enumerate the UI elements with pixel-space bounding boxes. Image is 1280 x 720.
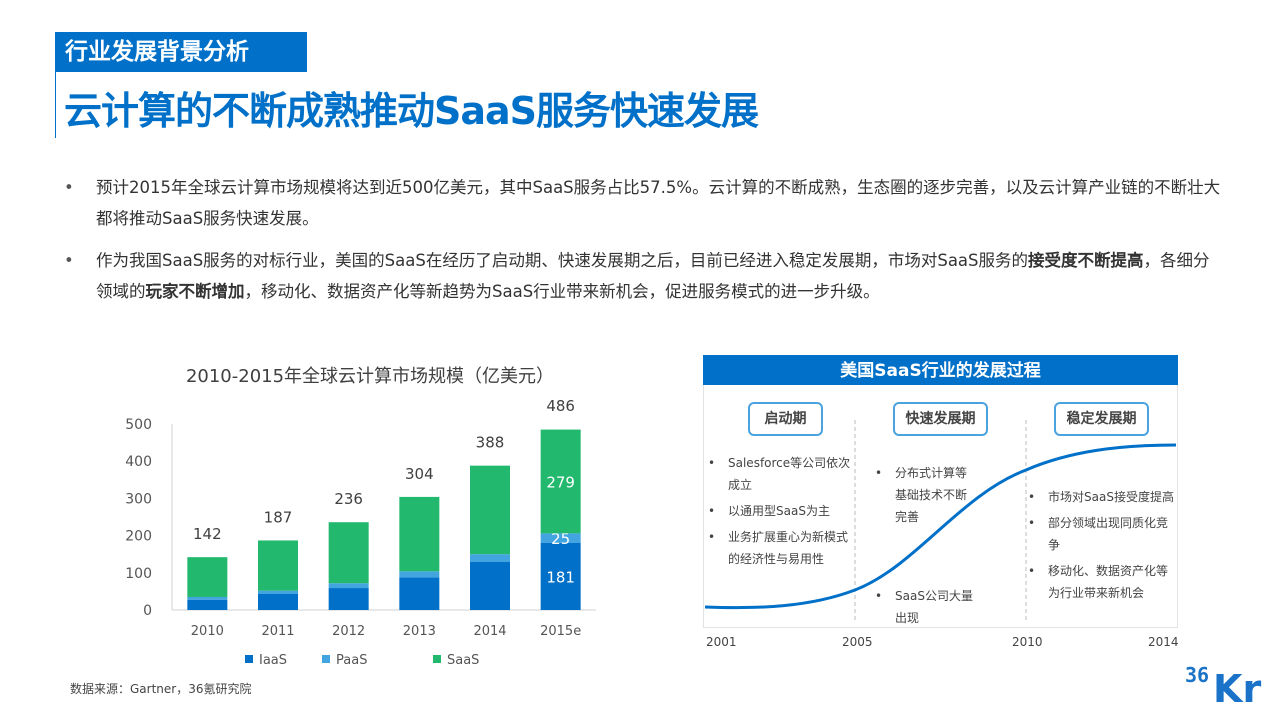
bold-text: 玩家不断增加 (145, 282, 245, 301)
total-label: 236 (334, 490, 363, 508)
process-title: 美国SaaS行业的发展过程 (703, 355, 1178, 385)
legend-swatch (322, 655, 330, 663)
phase-startup: 启动期 (748, 402, 823, 436)
y-tick-label: 100 (125, 566, 152, 582)
title-divider (55, 72, 56, 138)
bar-paas (187, 596, 228, 600)
point: 移动化、数据资产化等为行业带来新机会 (1026, 560, 1176, 604)
text: ，各细分领域的 (96, 251, 1210, 301)
page-title: 云计算的不断成熟推动SaaS服务快速发展 (64, 89, 759, 133)
svg-text:36: 36 (1185, 663, 1209, 687)
bar-iaas (187, 599, 228, 610)
y-tick-label: 400 (125, 454, 152, 470)
y-tick-label: 0 (143, 603, 152, 619)
total-label: 142 (193, 525, 222, 543)
x-tick-label: 2014 (473, 624, 506, 639)
section-tag: 行业发展背景分析 (55, 32, 307, 72)
y-tick-label: 500 (125, 417, 152, 433)
phase-points: 市场对SaaS接受度提高 部分领域出现同质化竞争 移动化、数据资产化等为行业带来… (1026, 486, 1176, 608)
bar-paas (540, 533, 581, 543)
legend-label: PaaS (336, 653, 367, 668)
bullet-list: 预计2015年全球云计算市场规模将达到近500亿美元，其中SaaS服务占比57.… (64, 172, 1224, 318)
phase-points: Salesforce等公司依次成立 以通用型SaaS为主 业务扩展重心为新模式的… (706, 452, 856, 574)
segment-label: 279 (546, 473, 575, 491)
legend-label: SaaS (447, 653, 479, 668)
bar-iaas (258, 594, 298, 610)
year-label: 2010 (1012, 635, 1043, 649)
bullet-item: 预计2015年全球云计算市场规模将达到近500亿美元，其中SaaS服务占比57.… (64, 172, 1224, 234)
y-tick-label: 200 (125, 529, 152, 545)
bar-iaas (399, 577, 440, 610)
total-label: 388 (476, 434, 505, 452)
phase-stable: 稳定发展期 (1054, 402, 1149, 436)
point: SaaS公司大量出现 (873, 585, 978, 629)
legend-label: IaaS (259, 653, 287, 668)
phase-rapid-growth: 快速发展期 (893, 402, 988, 436)
total-label: 187 (264, 508, 293, 526)
bar-paas (399, 571, 440, 578)
x-tick-label: 2013 (403, 624, 436, 639)
year-label: 2001 (706, 635, 737, 649)
point: 部分领域出现同质化竞争 (1026, 512, 1176, 556)
legend-swatch (433, 655, 441, 663)
point: 市场对SaaS接受度提高 (1026, 486, 1176, 508)
phase-points: SaaS公司大量出现 (873, 585, 978, 633)
chart-title: 2010-2015年全球云计算市场规模（亿美元） (185, 366, 555, 387)
segment-label: 25 (551, 530, 570, 548)
point: 业务扩展重心为新模式的经济性与易用性 (706, 526, 856, 570)
bar-iaas (328, 588, 369, 610)
bullet-item: 作为我国SaaS服务的对标行业，美国的SaaS在经历了启动期、快速发展期之后，目… (64, 245, 1224, 307)
bar-iaas (540, 542, 581, 610)
phase-points: 分布式计算等基础技术不断完善 (873, 462, 978, 532)
point: Salesforce等公司依次成立 (706, 452, 856, 496)
legend-swatch (245, 655, 253, 663)
x-tick-label: 2012 (332, 624, 365, 639)
bold-text: 接受度不断提高 (1028, 251, 1144, 270)
s-curve (704, 443, 1177, 610)
segment-label: 181 (546, 568, 575, 586)
x-tick-label: 2011 (261, 624, 294, 639)
bar-saas (399, 496, 440, 572)
bar-iaas (470, 562, 510, 610)
x-tick-label: 2015e (540, 624, 581, 639)
bar-saas (540, 429, 581, 534)
data-source: 数据来源：Gartner，36氪研究院 (70, 682, 252, 696)
x-tick-label: 2010 (191, 624, 224, 639)
svg-text:Kr: Kr (1213, 667, 1261, 710)
year-label: 2014 (1148, 635, 1179, 649)
text: ，移动化、数据资产化等新趋势为SaaS行业带来新机会，促进服务模式的进一步升级。 (244, 282, 880, 301)
bar-saas (328, 522, 369, 584)
36kr-logo: 36 Kr (1185, 663, 1261, 710)
year-label: 2005 (842, 635, 873, 649)
text: 预计2015年全球云计算市场规模将达到近500亿美元，其中SaaS服务占比57.… (96, 178, 1221, 228)
y-tick-label: 300 (125, 491, 152, 507)
text: 作为我国SaaS服务的对标行业，美国的SaaS在经历了启动期、快速发展期之后，目… (96, 251, 1029, 270)
bar-paas (258, 590, 298, 595)
point: 以通用型SaaS为主 (706, 500, 856, 522)
total-label: 486 (546, 397, 575, 415)
bar-saas (470, 465, 510, 555)
bar-paas (328, 583, 369, 589)
bar-chart: 0 100 200 300 400 500 142 2010 187 2011 236 2012 304… (125, 397, 596, 668)
point: 分布式计算等基础技术不断完善 (873, 462, 978, 528)
bar-paas (470, 554, 510, 563)
bar-saas (258, 540, 298, 591)
bar-saas (187, 557, 228, 597)
total-label: 304 (405, 465, 434, 483)
